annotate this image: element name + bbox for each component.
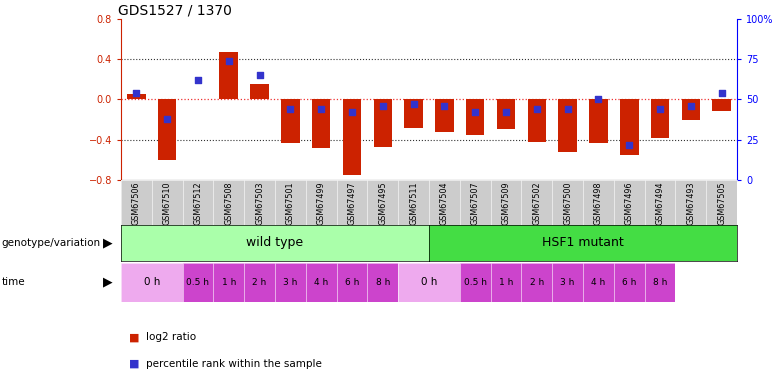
Point xyxy=(130,90,143,96)
Text: GSM67506: GSM67506 xyxy=(132,182,141,225)
Text: 3 h: 3 h xyxy=(283,278,297,286)
Point xyxy=(346,109,358,115)
Text: GSM67496: GSM67496 xyxy=(625,182,634,225)
Text: GSM67495: GSM67495 xyxy=(378,182,388,225)
Text: GDS1527 / 1370: GDS1527 / 1370 xyxy=(118,4,232,18)
Point xyxy=(685,103,697,109)
Bar xyxy=(527,99,546,142)
Bar xyxy=(435,99,454,132)
Bar xyxy=(312,99,331,148)
Text: log2 ratio: log2 ratio xyxy=(146,333,196,342)
Text: ▶: ▶ xyxy=(103,276,112,289)
Text: 6 h: 6 h xyxy=(622,278,636,286)
Bar xyxy=(281,99,300,143)
Text: GSM67500: GSM67500 xyxy=(563,182,573,225)
Text: GSM67499: GSM67499 xyxy=(317,182,326,225)
Text: 6 h: 6 h xyxy=(345,278,359,286)
Point xyxy=(562,106,574,112)
Text: GSM67501: GSM67501 xyxy=(285,182,295,225)
Point xyxy=(254,72,266,78)
Bar xyxy=(466,99,484,135)
Text: ■: ■ xyxy=(129,359,139,369)
Text: 0 h: 0 h xyxy=(144,277,160,287)
Point xyxy=(222,58,235,64)
Text: GSM67493: GSM67493 xyxy=(686,182,696,225)
Bar xyxy=(558,99,577,152)
Text: GSM67511: GSM67511 xyxy=(409,182,418,225)
Point xyxy=(192,77,204,83)
Text: percentile rank within the sample: percentile rank within the sample xyxy=(146,359,321,369)
Bar xyxy=(682,99,700,120)
Point xyxy=(438,103,451,109)
Text: 3 h: 3 h xyxy=(561,278,575,286)
Text: GSM67498: GSM67498 xyxy=(594,182,603,225)
Point xyxy=(623,141,636,147)
Text: GSM67494: GSM67494 xyxy=(655,182,665,225)
Bar xyxy=(651,99,669,138)
Text: GSM67497: GSM67497 xyxy=(347,182,356,225)
Text: 8 h: 8 h xyxy=(653,278,667,286)
Text: 1 h: 1 h xyxy=(499,278,513,286)
Text: 0 h: 0 h xyxy=(421,277,437,287)
Text: HSF1 mutant: HSF1 mutant xyxy=(542,236,624,249)
Point xyxy=(530,106,543,112)
Bar xyxy=(127,94,146,99)
Point xyxy=(377,103,389,109)
Text: GSM67502: GSM67502 xyxy=(532,182,541,225)
Point xyxy=(592,96,604,102)
Bar xyxy=(374,99,392,147)
Text: 0.5 h: 0.5 h xyxy=(464,278,487,286)
Text: wild type: wild type xyxy=(246,236,303,249)
Text: GSM67505: GSM67505 xyxy=(717,182,726,225)
Text: ▶: ▶ xyxy=(103,236,112,249)
Point xyxy=(284,106,296,112)
Text: 1 h: 1 h xyxy=(222,278,236,286)
Text: GSM67508: GSM67508 xyxy=(224,182,233,225)
Text: 2 h: 2 h xyxy=(253,278,267,286)
Bar xyxy=(589,99,608,143)
Bar xyxy=(620,99,639,155)
Text: GSM67503: GSM67503 xyxy=(255,182,264,225)
Text: GSM67507: GSM67507 xyxy=(470,182,480,225)
Bar xyxy=(250,84,269,99)
Bar xyxy=(404,99,423,128)
Text: 4 h: 4 h xyxy=(314,278,328,286)
Text: GSM67504: GSM67504 xyxy=(440,182,449,225)
Point xyxy=(469,109,481,115)
Text: time: time xyxy=(2,277,25,287)
Point xyxy=(715,90,728,96)
Text: genotype/variation: genotype/variation xyxy=(2,238,101,248)
Bar xyxy=(342,99,361,175)
Text: GSM67512: GSM67512 xyxy=(193,182,203,225)
Point xyxy=(500,109,512,115)
Point xyxy=(654,106,666,112)
Bar xyxy=(158,99,176,160)
Text: 2 h: 2 h xyxy=(530,278,544,286)
Text: 4 h: 4 h xyxy=(591,278,605,286)
Point xyxy=(407,101,420,107)
Text: 0.5 h: 0.5 h xyxy=(186,278,209,286)
Point xyxy=(161,116,173,122)
Text: ■: ■ xyxy=(129,333,139,342)
Text: GSM67509: GSM67509 xyxy=(502,182,511,225)
Text: GSM67510: GSM67510 xyxy=(162,182,172,225)
Text: 8 h: 8 h xyxy=(376,278,390,286)
Bar xyxy=(712,99,731,111)
Point xyxy=(315,106,328,112)
Bar xyxy=(219,52,238,99)
Bar xyxy=(497,99,516,129)
